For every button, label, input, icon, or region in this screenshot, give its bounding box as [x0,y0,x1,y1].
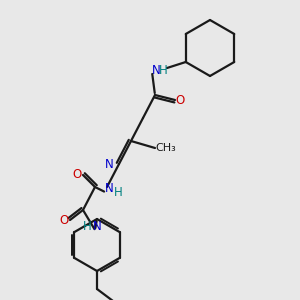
Text: O: O [176,94,184,106]
Text: CH₃: CH₃ [156,143,176,153]
Text: H: H [159,64,167,76]
Text: H: H [82,220,91,233]
Text: O: O [59,214,69,226]
Text: H: H [114,187,122,200]
Text: N: N [105,158,114,170]
Text: N: N [105,182,113,196]
Text: O: O [72,169,82,182]
Text: N: N [152,64,160,76]
Text: N: N [93,220,101,233]
